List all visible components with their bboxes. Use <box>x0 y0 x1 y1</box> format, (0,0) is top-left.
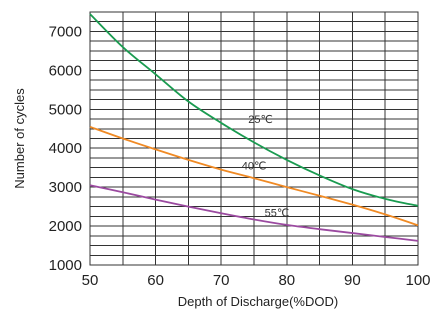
plot-frame <box>89 11 419 266</box>
y-tick-labels: 1000 2000 3000 4000 5000 6000 7000 <box>49 23 82 274</box>
x-tick-labels: 50 60 70 80 90 100 <box>82 272 431 289</box>
curve-label: 55℃ <box>265 207 290 219</box>
y-tick-label: 1000 <box>49 257 82 274</box>
x-tick-label: 100 <box>405 272 430 289</box>
y-tick-label: 5000 <box>49 101 82 118</box>
x-tick-label: 50 <box>82 272 99 289</box>
y-tick-label: 3000 <box>49 179 82 196</box>
curve-label: 40℃ <box>242 161 267 173</box>
y-tick-label: 6000 <box>49 62 82 79</box>
x-axis-label: Depth of Discharge(%DOD) <box>178 294 338 309</box>
grid <box>90 12 418 265</box>
y-tick-label: 2000 <box>49 218 82 235</box>
series-line-1 <box>89 125 419 227</box>
series-lines <box>89 13 419 242</box>
y-tick-label: 7000 <box>49 23 82 40</box>
x-tick-label: 80 <box>278 272 295 289</box>
curve-label: 25℃ <box>248 114 273 126</box>
series-line-2 <box>89 184 419 242</box>
y-axis-label: Number of cycles <box>12 88 27 189</box>
x-tick-label: 70 <box>213 272 230 289</box>
x-tick-label: 60 <box>147 272 164 289</box>
x-tick-label: 90 <box>344 272 361 289</box>
series-line-0 <box>89 13 419 207</box>
y-tick-label: 4000 <box>49 140 82 157</box>
curve-labels: 25℃ 40℃ 55℃ <box>242 114 290 219</box>
